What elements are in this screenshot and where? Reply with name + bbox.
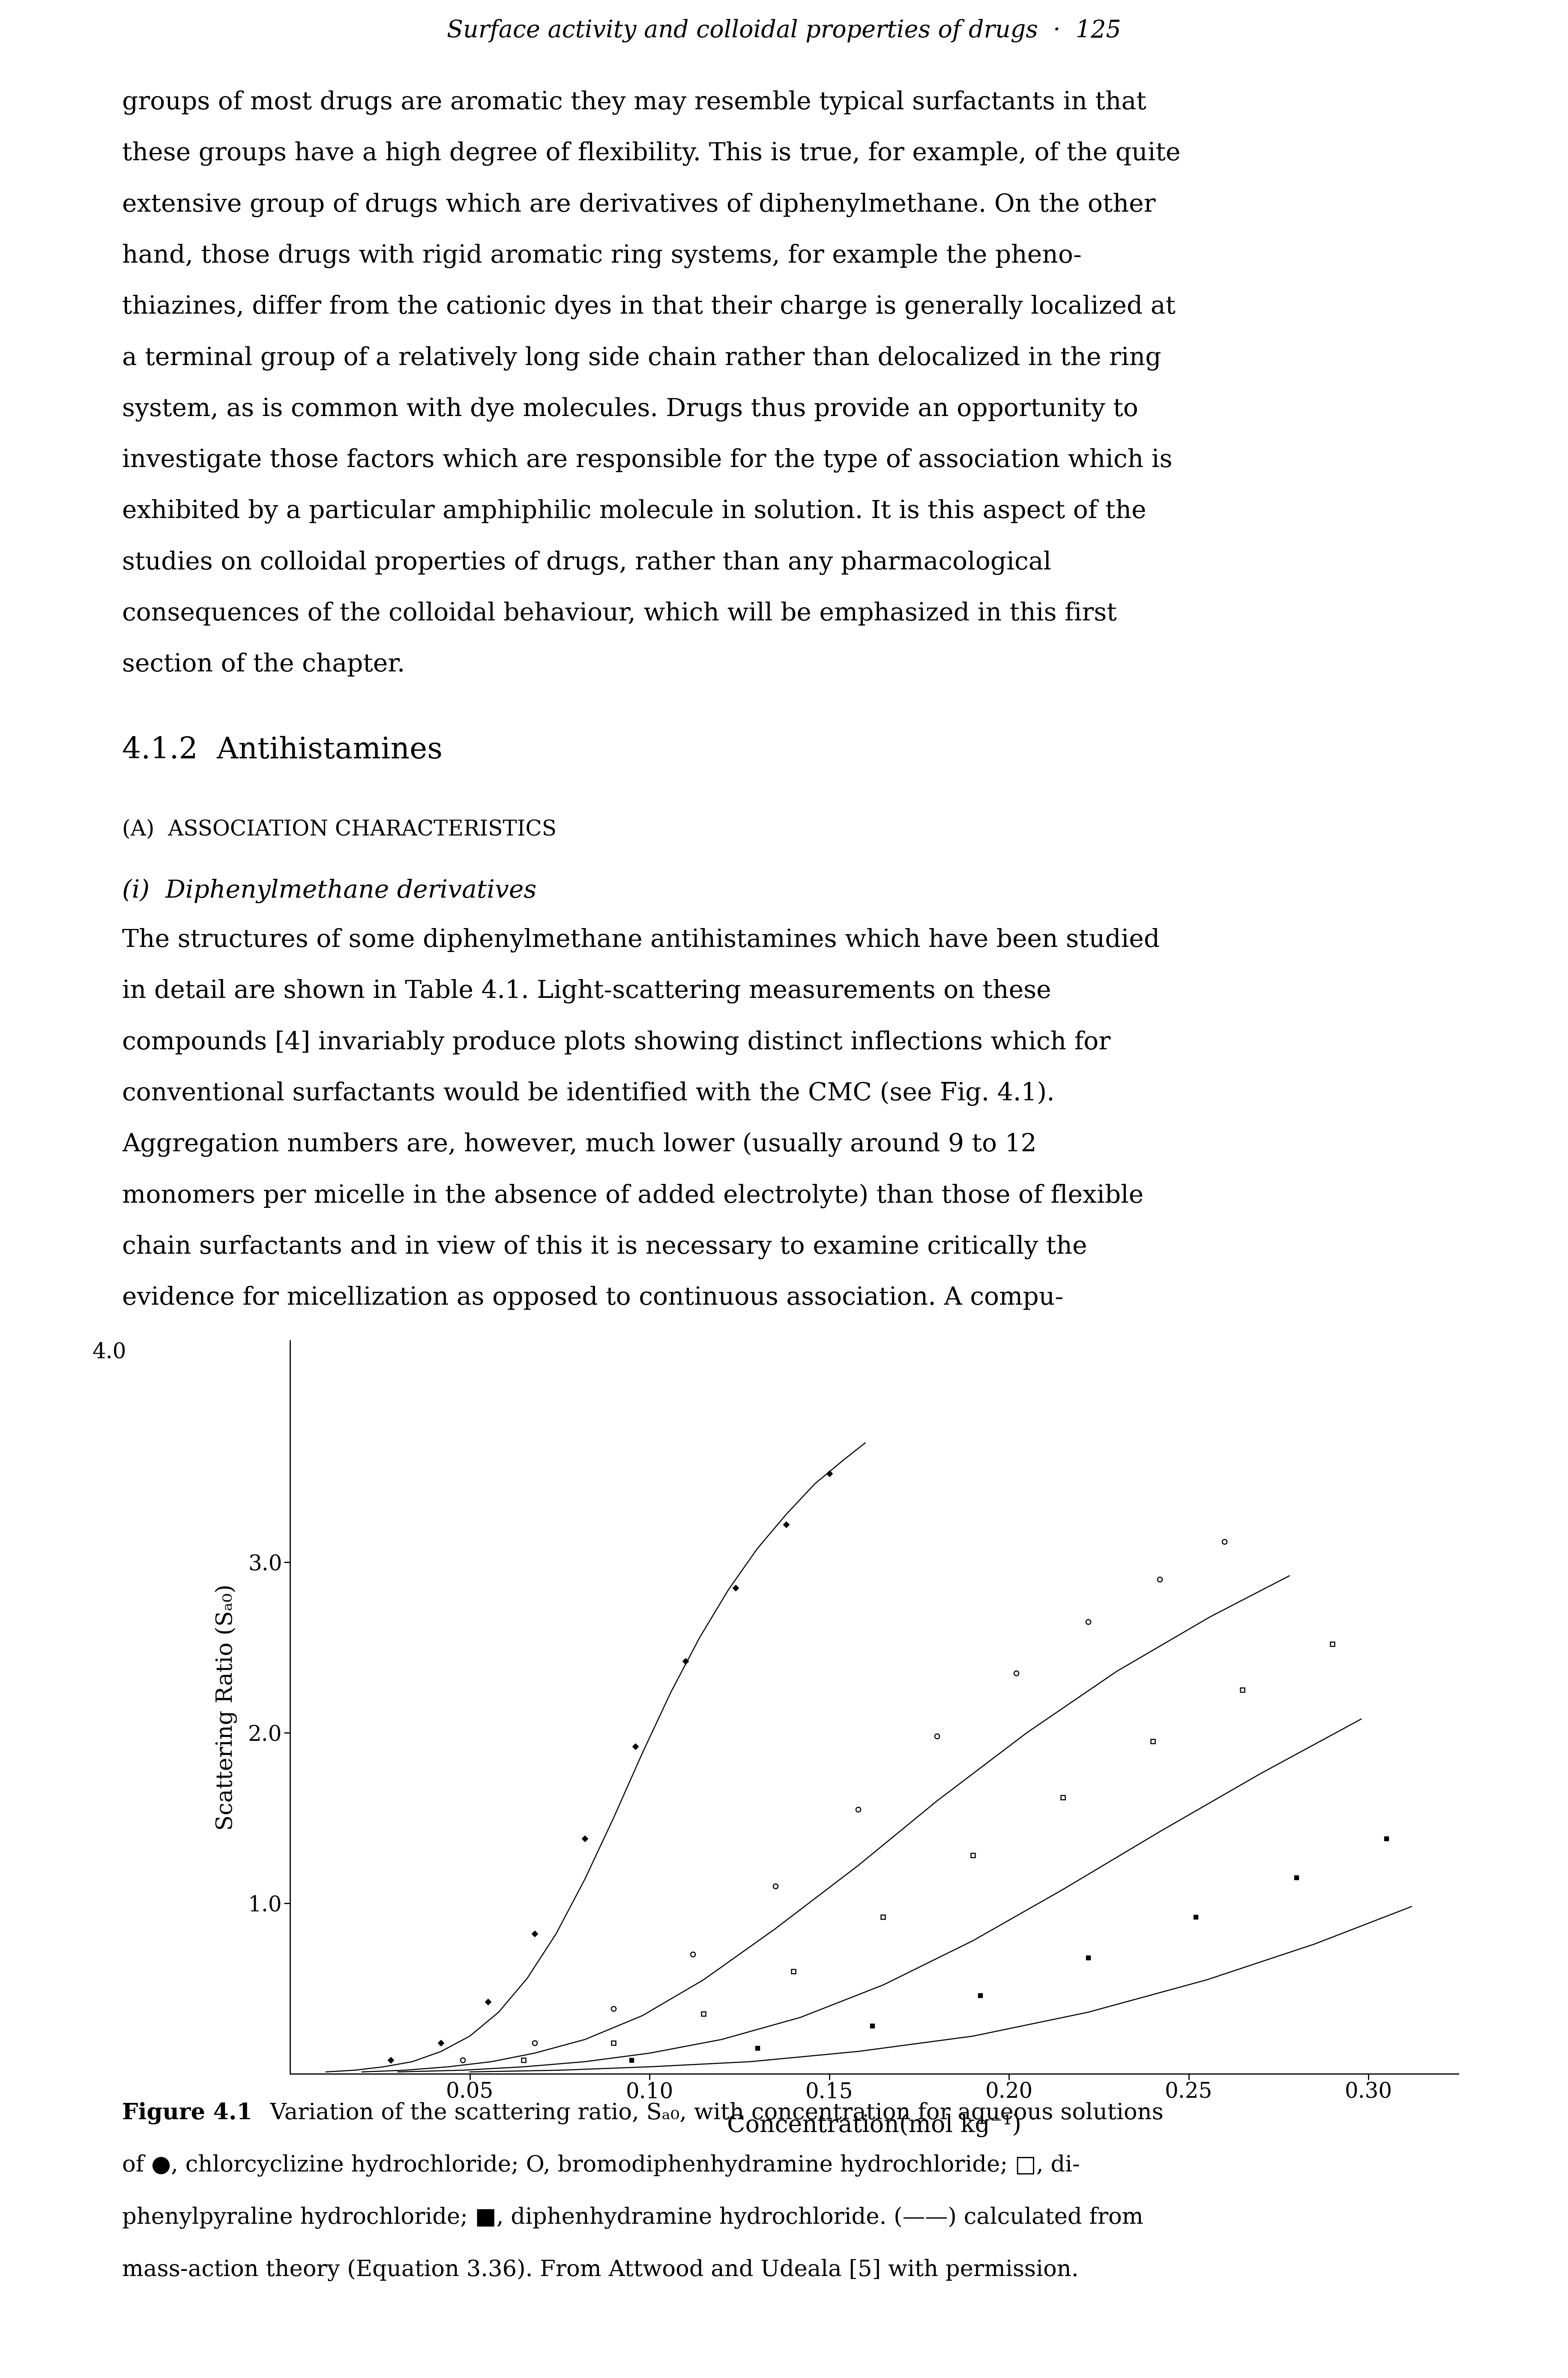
Text: groups of most drugs are aromatic they may resemble typical surfactants in that: groups of most drugs are aromatic they m… (122, 90, 1146, 114)
Text: Figure 4.1: Figure 4.1 (122, 2102, 252, 2124)
Text: these groups have a high degree of flexibility. This is true, for example, of th: these groups have a high degree of flexi… (122, 143, 1181, 166)
Text: 4.0: 4.0 (93, 1341, 127, 1363)
Text: section of the chapter.: section of the chapter. (122, 652, 405, 678)
Text: chain surfactants and in view of this it is necessary to examine critically the: chain surfactants and in view of this it… (122, 1234, 1087, 1260)
Text: 4.1.2  Antihistamines: 4.1.2 Antihistamines (122, 737, 442, 763)
Text: investigate those factors which are responsible for the type of association whic: investigate those factors which are resp… (122, 447, 1173, 473)
X-axis label: Concentration(mol kg⁻¹): Concentration(mol kg⁻¹) (728, 2114, 1021, 2138)
Text: (A)  ASSOCIATION CHARACTERISTICS: (A) ASSOCIATION CHARACTERISTICS (122, 818, 557, 839)
Text: studies on colloidal properties of drugs, rather than any pharmacological: studies on colloidal properties of drugs… (122, 549, 1052, 575)
Text: The structures of some diphenylmethane antihistamines which have been studied: The structures of some diphenylmethane a… (122, 927, 1160, 954)
Text: of ●, chlorcyclizine hydrochloride; O, bromodiphenhydramine hydrochloride; □, di: of ●, chlorcyclizine hydrochloride; O, b… (122, 2154, 1080, 2176)
Text: phenylpyraline hydrochloride; ■, diphenhydramine hydrochloride. (——) calculated : phenylpyraline hydrochloride; ■, diphenh… (122, 2207, 1143, 2228)
Text: compounds [4] invariably produce plots showing distinct inflections which for: compounds [4] invariably produce plots s… (122, 1030, 1110, 1056)
Text: Aggregation numbers are, however, much lower (usually around 9 to 12: Aggregation numbers are, however, much l… (122, 1132, 1036, 1158)
Text: monomers per micelle in the absence of added electrolyte) than those of flexible: monomers per micelle in the absence of a… (122, 1184, 1143, 1208)
Text: conventional surfactants would be identified with the CMC (see Fig. 4.1).: conventional surfactants would be identi… (122, 1082, 1055, 1106)
Text: system, as is common with dye molecules. Drugs thus provide an opportunity to: system, as is common with dye molecules.… (122, 397, 1138, 421)
Text: exhibited by a particular amphiphilic molecule in solution. It is this aspect of: exhibited by a particular amphiphilic mo… (122, 499, 1146, 523)
Text: Variation of the scattering ratio, Sₐ₀, with concentration for aqueous solutions: Variation of the scattering ratio, Sₐ₀, … (256, 2102, 1163, 2124)
Y-axis label: Scattering Ratio (Sₐ₀): Scattering Ratio (Sₐ₀) (215, 1584, 237, 1831)
Text: hand, those drugs with rigid aromatic ring systems, for example the pheno-: hand, those drugs with rigid aromatic ri… (122, 245, 1082, 269)
Text: Surface activity and colloidal properties of drugs  ·  125: Surface activity and colloidal propertie… (447, 19, 1121, 43)
Text: in detail are shown in Table 4.1. Light-scattering measurements on these: in detail are shown in Table 4.1. Light-… (122, 980, 1052, 1004)
Text: mass-action theory (Equation 3.36). From Attwood and Udeala [5] with permission.: mass-action theory (Equation 3.36). From… (122, 2259, 1079, 2281)
Text: (i)  Diphenylmethane derivatives: (i) Diphenylmethane derivatives (122, 880, 536, 904)
Text: extensive group of drugs which are derivatives of diphenylmethane. On the other: extensive group of drugs which are deriv… (122, 193, 1156, 216)
Text: a terminal group of a relatively long side chain rather than delocalized in the : a terminal group of a relatively long si… (122, 345, 1162, 371)
Text: thiazines, differ from the cationic dyes in that their charge is generally local: thiazines, differ from the cationic dyes… (122, 295, 1176, 319)
Text: consequences of the colloidal behaviour, which will be emphasized in this first: consequences of the colloidal behaviour,… (122, 602, 1116, 625)
Text: evidence for micellization as opposed to continuous association. A compu-: evidence for micellization as opposed to… (122, 1286, 1063, 1310)
